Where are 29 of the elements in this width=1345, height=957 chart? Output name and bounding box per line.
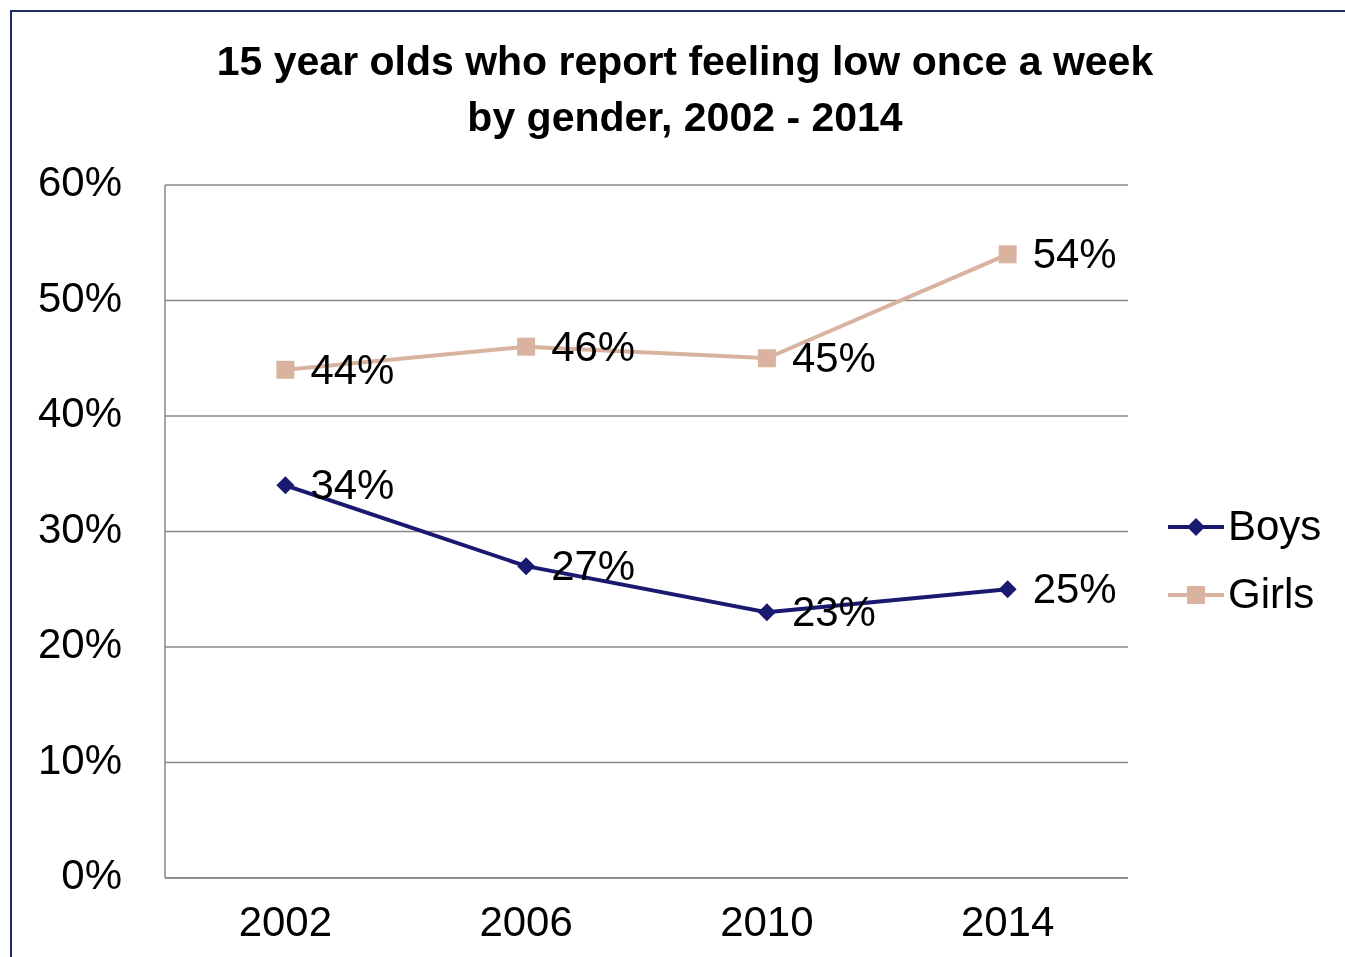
legend-label: Boys	[1228, 502, 1322, 550]
y-tick-label: 30%	[37, 504, 122, 552]
y-tick-label: 0%	[61, 851, 122, 899]
point	[276, 476, 295, 495]
x-tick-label: 2006	[479, 898, 573, 945]
chart-title: 15 year olds who report feeling low once a week by gender, 2002 - 2014	[216, 38, 1154, 140]
y-tick-label: 40%	[37, 389, 122, 437]
point	[757, 349, 776, 368]
point	[998, 245, 1017, 264]
x-tick-label: 2002	[238, 898, 333, 945]
y-tick-label: 10%	[37, 735, 122, 783]
point	[517, 557, 536, 576]
data-label: 34%	[310, 461, 395, 509]
y-tick-label: 20%	[37, 620, 122, 668]
x-tick-label: 2014	[960, 898, 1055, 945]
data-label: 27%	[551, 542, 636, 590]
data-label: 54%	[1032, 230, 1117, 278]
data-label: 25%	[1032, 565, 1117, 613]
point	[998, 580, 1017, 599]
data-label: 45%	[791, 334, 876, 382]
data-label: 44%	[310, 345, 395, 393]
y-tick-label: 50%	[37, 273, 122, 321]
point	[757, 603, 776, 622]
point	[276, 360, 295, 379]
legend-label: Girls	[1228, 570, 1315, 618]
y-tick-label: 60%	[37, 158, 122, 206]
data-label: 46%	[551, 322, 636, 370]
x-tick-label: 2010	[720, 898, 814, 945]
point	[517, 337, 536, 356]
